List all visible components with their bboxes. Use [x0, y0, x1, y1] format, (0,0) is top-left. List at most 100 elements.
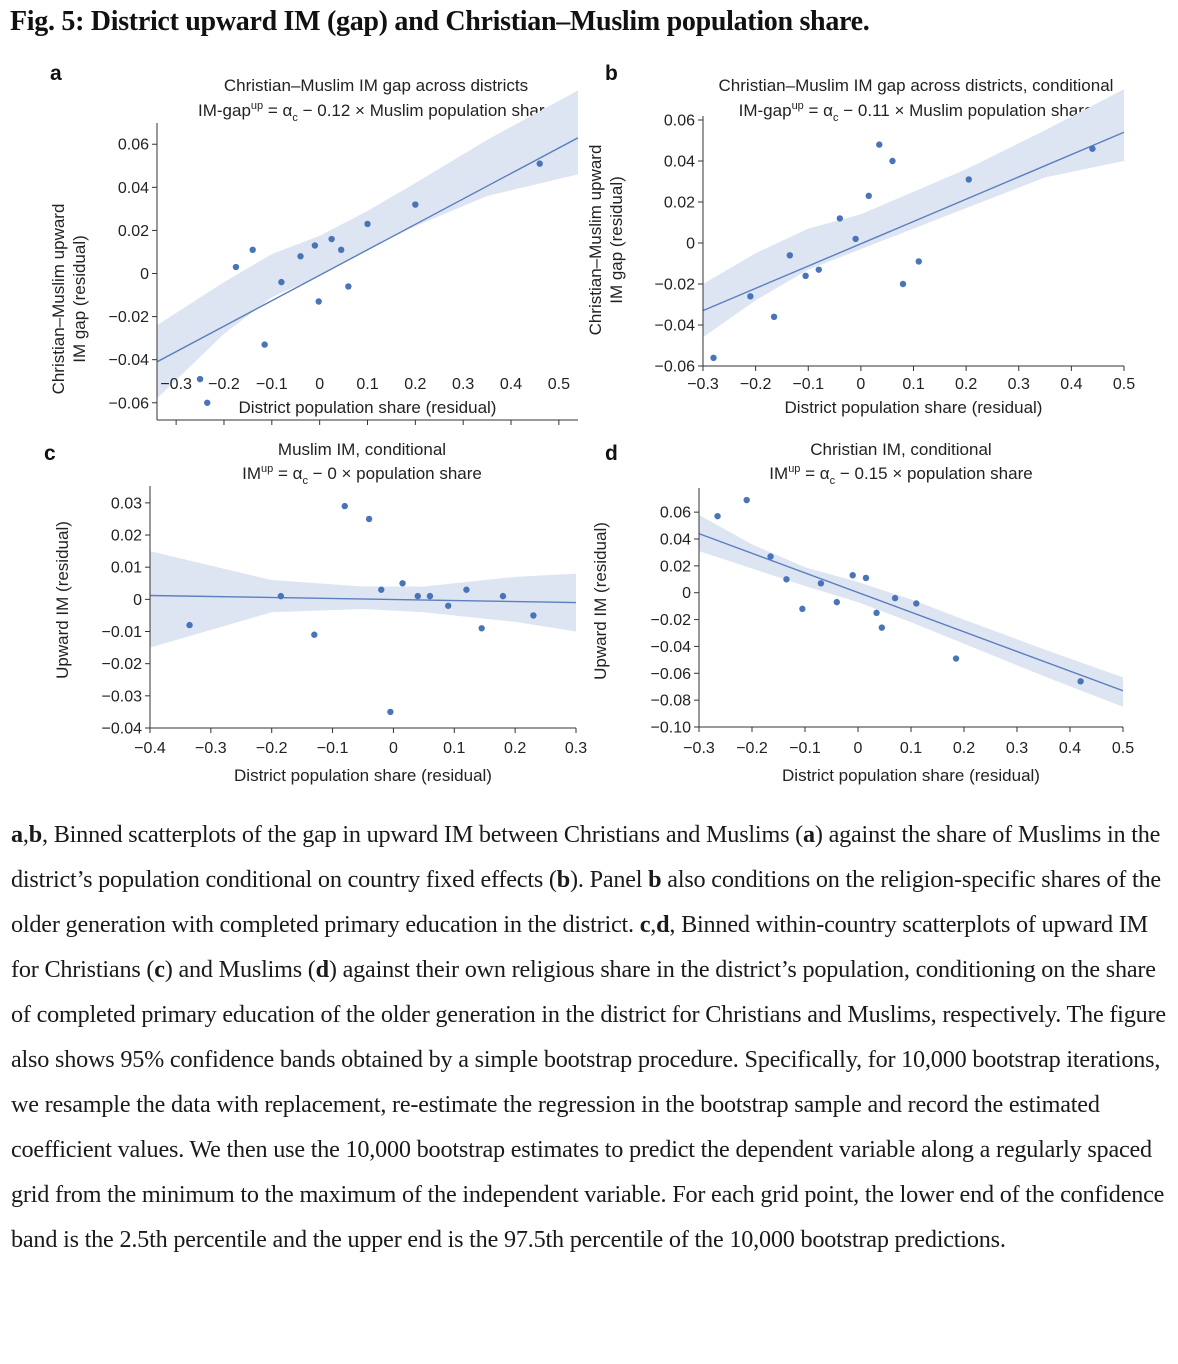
caption-ref-d: d: [315, 956, 329, 983]
data-point: [836, 215, 844, 222]
y-tick-label: −0.04: [655, 318, 696, 335]
data-point: [232, 263, 240, 271]
data-point: [311, 631, 318, 638]
x-tick-label: −0.1: [256, 376, 288, 393]
y-tick-label: 0.02: [118, 223, 149, 240]
x-tick-label: 0.3: [1008, 376, 1030, 393]
panel-letter: b: [605, 62, 618, 85]
chart-svg: a Christian–Muslim IM gap across district…: [49, 62, 578, 425]
x-tick-label: −0.3: [195, 740, 227, 757]
equation-lhs: IM: [769, 464, 788, 483]
data-point: [852, 235, 859, 243]
data-point: [341, 502, 348, 510]
y-axis-label: Upward IM (residual): [591, 522, 610, 680]
equation-alpha: = α: [804, 101, 833, 120]
data-point: [311, 242, 319, 249]
x-tick-label: 0: [854, 740, 863, 757]
data-point: [426, 592, 434, 600]
data-point: [414, 592, 421, 600]
y-tick-label: 0.06: [664, 113, 695, 130]
x-tick-label: 0: [856, 376, 865, 393]
y-tick-label: −0.02: [655, 277, 696, 294]
data-point: [770, 313, 778, 320]
data-point: [891, 594, 899, 602]
data-point: [277, 592, 285, 600]
equation-lhs: IM: [242, 464, 261, 483]
equation-subscript: c: [292, 112, 298, 124]
data-point: [463, 586, 470, 593]
y-tick-label: 0.02: [664, 195, 695, 212]
chart-title: Christian–Muslim IM gap across districts: [224, 76, 528, 95]
equation-rhs: − 0 × population share: [308, 464, 482, 483]
data-point: [204, 399, 211, 406]
data-point: [315, 298, 322, 305]
caption-text: also conditions on the religion-specific…: [11, 866, 1161, 938]
data-point: [530, 612, 537, 619]
equation-superscript: up: [251, 100, 263, 112]
equation-rhs: − 0.11 × Muslim population share: [839, 101, 1094, 120]
y-tick-label: −0.04: [109, 352, 150, 369]
y-tick-label: −0.02: [102, 656, 143, 673]
data-point: [747, 293, 754, 300]
x-tick-label: −0.3: [687, 376, 719, 393]
figure-caption: a,b, Binned scatterplots of the gap in u…: [11, 821, 1166, 1253]
data-point: [833, 598, 840, 606]
data-point: [714, 512, 721, 520]
y-tick-label: −0.10: [651, 720, 692, 737]
data-point: [862, 574, 870, 582]
data-point: [297, 253, 304, 260]
y-tick-label: −0.08: [651, 693, 692, 710]
equation-subscript: c: [302, 475, 308, 487]
data-point: [878, 624, 886, 631]
data-point: [1077, 678, 1084, 685]
panel-b-chart: b Christian–Muslim IM gap across district…: [586, 58, 1178, 428]
equation-superscript: up: [792, 100, 804, 112]
panel-letter: d: [605, 442, 618, 465]
x-axis-label: District population share (residual): [239, 398, 497, 417]
x-axis-label: District population share (residual): [785, 398, 1043, 417]
chart-equation: IM-gapup = αc − 0.12 × Muslim population…: [198, 100, 554, 124]
regression-line: [699, 532, 1123, 692]
x-tick-label: 0.1: [900, 740, 922, 757]
panel-d-chart: d Christian IM, conditional IMup = αc − 0.…: [589, 438, 1178, 798]
x-tick-label: 0.3: [452, 376, 474, 393]
caption-ref-a: a: [802, 821, 815, 848]
x-tick-label: −0.1: [317, 740, 349, 757]
panel-letter: c: [44, 442, 56, 465]
x-tick-label: 0: [389, 740, 398, 757]
chart-equation: IMup = αc − 0 × population share: [242, 463, 482, 487]
data-point: [345, 283, 352, 290]
x-tick-label: 0.2: [404, 376, 426, 393]
data-point: [399, 580, 406, 587]
confidence-band: [157, 90, 578, 399]
y-tick-label: 0.02: [111, 528, 142, 545]
data-point: [899, 280, 907, 288]
regression-line: [703, 131, 1124, 312]
x-tick-label: 0.1: [356, 376, 378, 393]
chart-title: Muslim IM, conditional: [278, 440, 446, 459]
data-point: [1089, 145, 1096, 152]
equation-alpha: = α: [800, 464, 829, 483]
y-axis-label: IM gap (residual): [70, 235, 89, 363]
data-point: [378, 586, 385, 593]
data-point: [889, 157, 896, 165]
caption-text: , Binned scatterplots of the gap in upwa…: [42, 821, 803, 848]
y-tick-label: 0.04: [118, 180, 149, 197]
caption-ref-b: b: [648, 866, 662, 893]
chart-title: Christian IM, conditional: [810, 440, 991, 459]
equation-alpha: = α: [273, 464, 302, 483]
data-point: [743, 496, 750, 504]
data-point: [249, 246, 256, 254]
y-tick-label: 0.02: [660, 558, 691, 575]
y-tick-label: −0.06: [651, 666, 692, 683]
y-tick-label: −0.01: [102, 624, 143, 641]
equation-superscript: up: [261, 463, 273, 475]
chart-equation: IM-gapup = αc − 0.11 × Muslim population…: [739, 100, 1094, 124]
data-point: [915, 258, 922, 265]
equation-rhs: − 0.12 × Muslim population share: [298, 101, 554, 120]
y-tick-label: −0.04: [651, 639, 692, 656]
y-axis-label: Christian–Muslim upward: [586, 145, 605, 336]
caption-ref-b: b: [28, 821, 43, 848]
chart-equation: IMup = αc − 0.15 × population share: [769, 463, 1032, 487]
